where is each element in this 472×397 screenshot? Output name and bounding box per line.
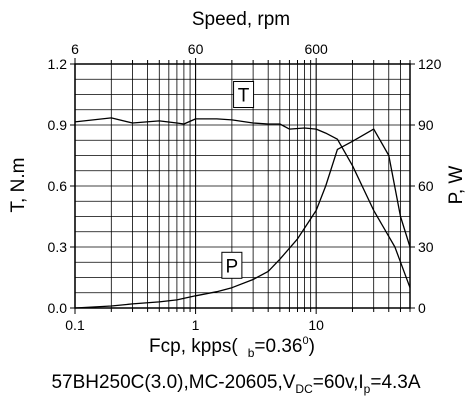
x-axis-label-value: =0.36	[254, 336, 302, 357]
y-left-tick-label: 0.3	[48, 239, 68, 255]
y-right-tick-label: 120	[418, 56, 442, 72]
x-axis-label: Fcp, kpps(b=0.360)	[149, 335, 315, 360]
y-right-tick-label: 0	[418, 300, 426, 316]
top-tick-label: 6	[71, 41, 79, 57]
top-tick-label: 60	[188, 41, 204, 57]
series-p-label: P	[226, 256, 239, 277]
y-right-tick-label: 60	[418, 178, 434, 194]
x-tick-label: 0.1	[65, 317, 85, 333]
labels: 0.0 0.3 0.6 0.9 1.2 0 30 60 90 120 0.1 1 10 6 60 600 T P	[48, 41, 442, 333]
y-left-tick-label: 0.0	[48, 300, 68, 316]
caption-part3: =4.3A	[370, 372, 421, 393]
series-layer	[75, 118, 410, 308]
caption-part2: =60v,I	[313, 372, 364, 393]
series-p-line	[75, 129, 410, 308]
y-axis-right-label: P, W	[446, 166, 467, 205]
y-right-tick-label: 90	[418, 117, 434, 133]
top-tick-label: 600	[304, 41, 328, 57]
y-axis-left-label: T, N.m	[8, 158, 29, 213]
chart-caption: 57BH250C(3.0),MC-20605,VDC=60v,Ip=4.3A	[51, 372, 420, 396]
chart-title: Speed, rpm	[192, 9, 290, 30]
y-left-tick-label: 1.2	[48, 56, 68, 72]
caption-part1: 57BH250C(3.0),MC-20605,V	[51, 372, 295, 393]
x-tick-label: 10	[308, 317, 324, 333]
x-axis-label-close: )	[309, 336, 315, 357]
series-t-label: T	[238, 86, 250, 107]
y-right-tick-label: 30	[418, 239, 434, 255]
caption-sub1: DC	[295, 382, 313, 396]
x-tick-label: 1	[192, 317, 200, 333]
y-left-tick-label: 0.6	[48, 178, 68, 194]
x-axis-label-main: Fcp, kpps(	[149, 336, 238, 357]
y-left-tick-label: 0.9	[48, 117, 68, 133]
